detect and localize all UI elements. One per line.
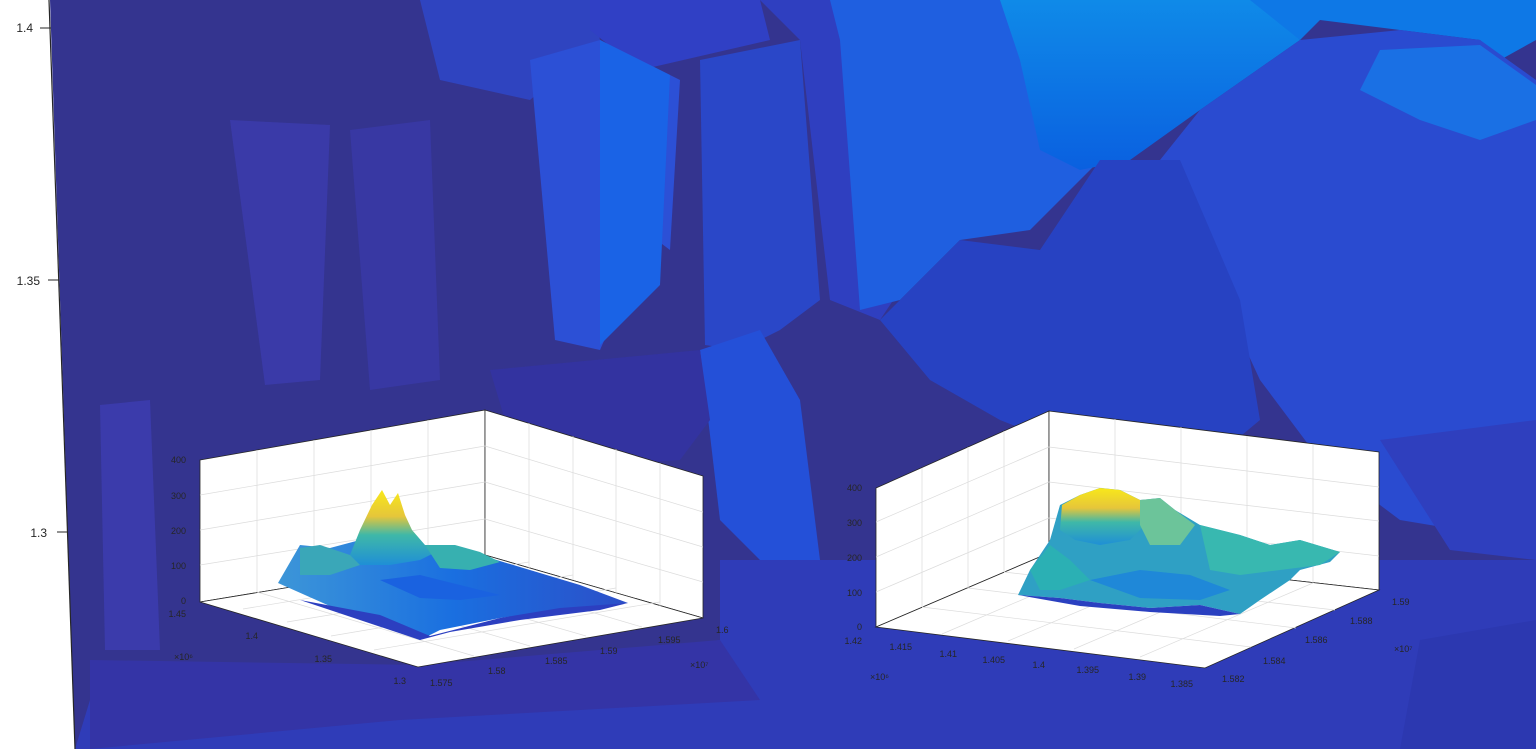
- surface-facet: [600, 40, 670, 345]
- surface-facet: [1160, 30, 1536, 550]
- inset-right-y-exponent: ×10⁶: [870, 672, 889, 682]
- inset-left-surface-ridge: [380, 575, 500, 600]
- inset-right-y-tick-label: 1.385: [1170, 679, 1193, 689]
- surface-facet: [1000, 0, 1300, 170]
- inset-right-y-tick-label: 1.42: [844, 636, 862, 646]
- inset-right-x-tick-label: 1.588: [1350, 616, 1373, 626]
- inset-right-z-tick-label: 200: [847, 553, 862, 563]
- inset-left-z-tick-label: 300: [171, 491, 186, 501]
- inset-left-x-exponent: ×10⁷: [690, 660, 709, 670]
- surface-facet: [700, 330, 820, 560]
- inset-left-surface-ridge: [300, 545, 360, 575]
- inset-left-y-tick-label: 1.3: [393, 676, 406, 686]
- inset-left-y-tick-label: 1.45: [168, 609, 186, 619]
- main-y-tick-label: 1.35: [17, 274, 41, 288]
- inset-left-x-tick-label: 1.58: [488, 666, 506, 676]
- inset-right-surface-ridge: [1140, 498, 1195, 545]
- inset-left-x-tick-label: 1.6: [716, 625, 729, 635]
- surface-facet: [90, 640, 760, 749]
- surface-facet: [590, 0, 770, 70]
- surface-facet: [1360, 45, 1536, 140]
- surface-facet: [1380, 420, 1536, 560]
- surface-facet: [100, 400, 160, 650]
- inset-left-surface-ridge: [425, 545, 500, 570]
- inset-left-x-tick-label: 1.59: [600, 646, 618, 656]
- inset-right-z-tick-label: 100: [847, 588, 862, 598]
- inset-right-y-tick-label: 1.4: [1032, 660, 1045, 670]
- surface-facet: [1400, 620, 1536, 749]
- inset-right-z-tick-label: 0: [857, 622, 862, 632]
- inset-right-y-tick-label: 1.395: [1076, 665, 1099, 675]
- inset-right-z-tick-label: 300: [847, 518, 862, 528]
- inset-left-surface-base: [300, 600, 628, 640]
- main-y-axis: 1.4 1.35 1.3: [16, 0, 76, 750]
- inset-right-surface-peak: [1060, 488, 1150, 545]
- inset-left-x-tick-label: 1.575: [430, 678, 453, 688]
- inset-left: 0 100 200 300 400 1.45 1.4 1.35 1.3 ×10⁶…: [168, 409, 729, 688]
- inset-left-z-tick-label: 0: [181, 596, 186, 606]
- inset-right: 0 100 200 300 400 1.42 1.415 1.41 1.405 …: [844, 410, 1413, 689]
- inset-right-y-tick-label: 1.415: [889, 642, 912, 652]
- inset-right-surface-ridge: [1200, 525, 1340, 575]
- inset-right-y-tick-label: 1.41: [939, 649, 957, 659]
- inset-right-y-tick-label: 1.39: [1128, 672, 1146, 682]
- surface-facet: [700, 40, 820, 350]
- surface-facet: [350, 120, 440, 390]
- inset-left-y-tick-label: 1.35: [314, 654, 332, 664]
- main-y-axis-line: [48, 0, 76, 750]
- inset-right-x-tick-label: 1.582: [1222, 674, 1245, 684]
- inset-left-y-tick-label: 1.4: [245, 631, 258, 641]
- inset-left-z-tick-label: 200: [171, 526, 186, 536]
- inset-left-z-tick-label: 400: [171, 455, 186, 465]
- inset-left-z-tick-label: 100: [171, 561, 186, 571]
- inset-right-z-tick-label: 400: [847, 483, 862, 493]
- surface-facet: [880, 160, 1260, 470]
- inset-left-surface-peak: [350, 490, 440, 565]
- inset-right-x-exponent: ×10⁷: [1394, 644, 1413, 654]
- inset-right-surface-ridge: [1090, 570, 1230, 600]
- main-y-tick-label: 1.3: [30, 526, 47, 540]
- inset-right-x-tick-label: 1.59: [1392, 597, 1410, 607]
- inset-right-y-tick-label: 1.405: [982, 655, 1005, 665]
- inset-left-x-tick-label: 1.585: [545, 656, 568, 666]
- inset-left-y-exponent: ×10⁶: [174, 652, 193, 662]
- surface-facet: [230, 120, 330, 385]
- inset-right-x-tick-label: 1.586: [1305, 635, 1328, 645]
- inset-left-x-tick-label: 1.595: [658, 635, 681, 645]
- main-y-tick-label: 1.4: [16, 21, 33, 35]
- inset-right-x-tick-label: 1.584: [1263, 656, 1286, 666]
- inset-right-surface-ridge: [1030, 545, 1090, 590]
- surface-facet: [1250, 0, 1536, 60]
- inset-right-surface-base: [1018, 595, 1240, 616]
